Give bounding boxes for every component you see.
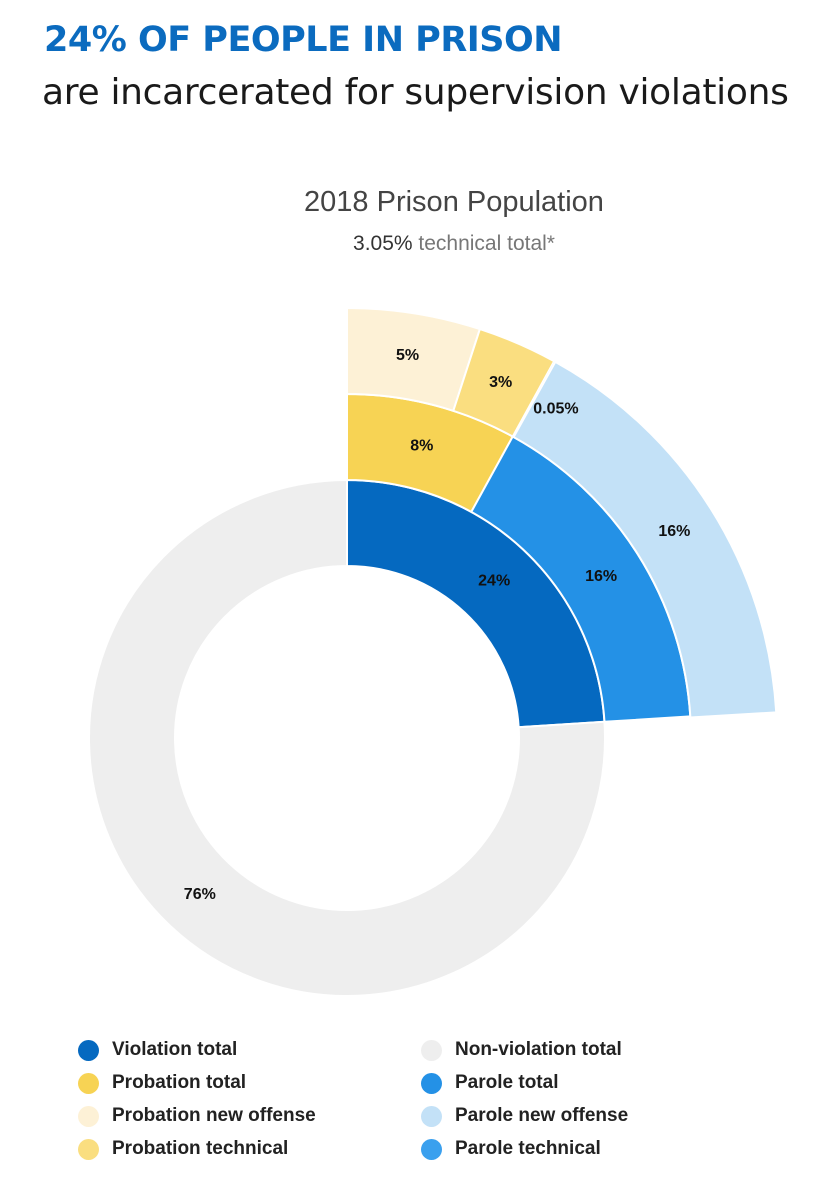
- legend-label: Probation new offense: [112, 1105, 316, 1126]
- legend-label: Non-violation total: [455, 1039, 622, 1060]
- legend-swatch: [421, 1105, 442, 1127]
- legend-swatch: [78, 1039, 99, 1061]
- legend-label: Parole technical: [455, 1138, 601, 1159]
- data-label-parole-technical: 0.05%: [533, 400, 578, 417]
- legend-swatch: [78, 1138, 99, 1160]
- data-label-probation-technical: 3%: [489, 374, 512, 391]
- legend-item-parole-technical[interactable]: Parole technical: [421, 1137, 764, 1161]
- legend-item-parole-total[interactable]: Parole total: [421, 1071, 764, 1095]
- chart-legend: Violation total Non-violation total Prob…: [78, 1038, 798, 1161]
- data-label-violation-total: 24%: [478, 572, 510, 589]
- legend-swatch: [78, 1105, 99, 1127]
- data-label-non-violation-total: 76%: [184, 886, 216, 903]
- subheadline: are incarcerated for supervision violati…: [42, 72, 789, 113]
- data-label-probation-total: 8%: [410, 438, 433, 455]
- legend-label: Probation total: [112, 1072, 247, 1093]
- data-label-parole-new-offense: 16%: [658, 523, 690, 540]
- legend-item-violation-total[interactable]: Violation total: [78, 1038, 421, 1062]
- legend-item-probation-total[interactable]: Probation total: [78, 1071, 421, 1095]
- chart-data-labels: 24% 76% 8% 16% 5% 3% 0.05% 16%: [184, 347, 691, 903]
- legend-item-probation-technical[interactable]: Probation technical: [78, 1137, 421, 1161]
- chart-subtitle: 3.05% technical total*: [0, 232, 840, 256]
- data-label-probation-new-offense: 5%: [396, 347, 419, 364]
- legend-label: Parole new offense: [455, 1105, 629, 1126]
- legend-label: Violation total: [112, 1039, 238, 1060]
- subtitle-text: technical total*: [412, 232, 555, 255]
- subtitle-value: 3.05%: [353, 232, 413, 255]
- sunburst-chart: 24% 76% 8% 16% 5% 3% 0.05% 16%: [88, 306, 778, 997]
- slice-non-violation-total[interactable]: [88, 478, 606, 997]
- slice-parole-new-offense[interactable]: [512, 360, 778, 719]
- legend-label: Probation technical: [112, 1138, 289, 1159]
- legend-swatch: [421, 1039, 442, 1061]
- legend-item-non-violation-total[interactable]: Non-violation total: [421, 1038, 764, 1062]
- legend-label: Parole total: [455, 1072, 559, 1093]
- legend-swatch: [78, 1072, 99, 1094]
- legend-swatch: [421, 1138, 442, 1160]
- chart-title: 2018 Prison Population: [304, 186, 604, 218]
- legend-item-parole-new-offense[interactable]: Parole new offense: [421, 1104, 764, 1128]
- legend-swatch: [421, 1072, 442, 1094]
- legend-item-probation-new-offense[interactable]: Probation new offense: [78, 1104, 421, 1128]
- data-label-parole-total: 16%: [585, 568, 617, 585]
- chart-slices: [88, 306, 778, 997]
- headline: 24% OF PEOPLE IN PRISON: [44, 20, 563, 60]
